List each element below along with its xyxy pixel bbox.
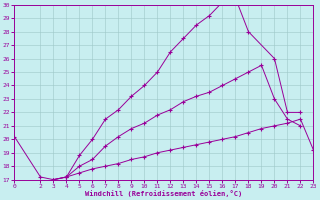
X-axis label: Windchill (Refroidissement éolien,°C): Windchill (Refroidissement éolien,°C): [85, 190, 243, 197]
